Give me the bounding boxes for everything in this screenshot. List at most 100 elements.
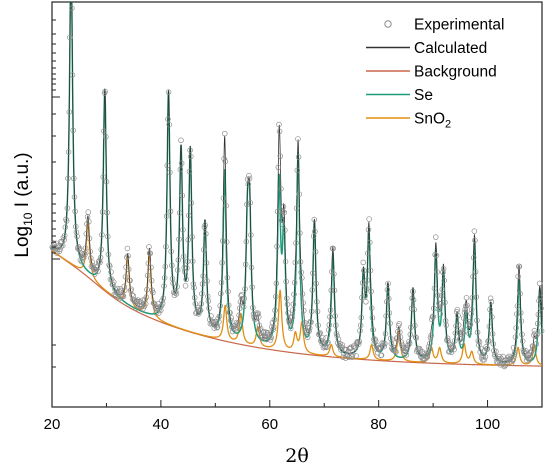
experimental-point bbox=[326, 322, 333, 328]
experimental-point bbox=[531, 327, 538, 334]
experimental-point bbox=[272, 293, 279, 300]
experimental-point bbox=[370, 327, 376, 333]
experimental-point bbox=[300, 300, 306, 306]
experimental-point bbox=[103, 178, 110, 185]
experimental-point bbox=[311, 216, 318, 223]
experimental-point bbox=[242, 286, 248, 292]
experimental-point bbox=[147, 250, 154, 257]
experimental-point bbox=[70, 127, 76, 134]
sno2-curve bbox=[51, 221, 543, 366]
experimental-point bbox=[534, 320, 541, 327]
experimental-point bbox=[247, 200, 253, 206]
experimental-point bbox=[174, 283, 180, 290]
experimental-point bbox=[177, 166, 184, 173]
experimental-point bbox=[89, 259, 95, 265]
experimental-point bbox=[454, 306, 461, 313]
experimental-point bbox=[205, 298, 212, 304]
experimental-point bbox=[516, 263, 523, 270]
experimental-point bbox=[240, 304, 247, 310]
x-tick-label: 40 bbox=[153, 416, 170, 433]
experimental-point bbox=[423, 353, 430, 359]
experimental-point bbox=[217, 303, 223, 309]
experimental-point bbox=[493, 348, 499, 355]
experimental-point bbox=[419, 349, 425, 355]
experimental-point bbox=[325, 339, 331, 346]
experimental-point bbox=[277, 153, 284, 159]
experimental-point bbox=[200, 273, 206, 279]
experimental-point bbox=[368, 288, 374, 295]
experimental-point bbox=[162, 263, 169, 270]
experimental-point bbox=[181, 264, 188, 271]
experimental-point bbox=[393, 335, 400, 342]
experimental-point bbox=[267, 337, 274, 343]
experimental-point bbox=[383, 313, 389, 319]
experimental-point bbox=[331, 271, 337, 277]
experimental-point bbox=[513, 325, 519, 331]
experimental-point bbox=[367, 239, 373, 246]
experimental-point bbox=[276, 128, 283, 135]
experimental-point bbox=[169, 262, 175, 269]
experimental-point bbox=[469, 295, 476, 301]
x-tick-label: 60 bbox=[261, 416, 278, 433]
experimental-point bbox=[497, 353, 503, 360]
experimental-point bbox=[222, 158, 229, 165]
experimental-points-group bbox=[49, 5, 545, 370]
experimental-point bbox=[65, 175, 71, 182]
chart-series-group bbox=[51, 2, 543, 367]
experimental-point bbox=[212, 318, 219, 325]
experimental-point bbox=[481, 357, 487, 363]
experimental-point bbox=[185, 237, 191, 243]
experimental-point bbox=[173, 291, 180, 297]
experimental-point bbox=[228, 315, 235, 321]
experimental-point bbox=[430, 313, 436, 320]
experimental-point bbox=[174, 267, 181, 273]
experimental-point bbox=[472, 269, 479, 275]
experimental-point bbox=[358, 314, 365, 321]
experimental-point bbox=[65, 149, 72, 155]
experimental-point bbox=[120, 293, 127, 300]
experimental-point bbox=[235, 320, 242, 326]
experimental-point bbox=[451, 338, 458, 344]
experimental-point bbox=[468, 310, 474, 317]
experimental-point bbox=[279, 221, 286, 227]
experimental-point bbox=[476, 339, 483, 345]
experimental-point bbox=[385, 280, 391, 287]
experimental-point bbox=[353, 353, 359, 359]
experimental-point bbox=[242, 261, 249, 268]
experimental-point bbox=[150, 289, 156, 296]
experimental-point bbox=[301, 307, 307, 314]
experimental-point bbox=[201, 224, 208, 231]
experimental-point bbox=[153, 310, 159, 316]
y-axis-title-subscript: 10 bbox=[21, 212, 35, 226]
experimental-point bbox=[288, 314, 295, 320]
experimental-point bbox=[54, 246, 61, 253]
legend: Experimental Calculated Background Se SnO2 bbox=[366, 17, 504, 131]
experimental-point bbox=[361, 267, 367, 274]
experimental-point bbox=[309, 287, 316, 293]
experimental-point bbox=[142, 296, 148, 303]
experimental-point bbox=[237, 305, 243, 311]
experimental-point bbox=[281, 209, 287, 216]
experimental-point bbox=[307, 318, 314, 325]
experimental-point bbox=[515, 273, 521, 280]
experimental-point bbox=[521, 350, 528, 357]
experimental-point bbox=[438, 292, 445, 299]
experimental-point bbox=[299, 291, 306, 297]
experimental-point bbox=[214, 324, 221, 330]
experimental-point bbox=[533, 341, 540, 347]
experimental-point bbox=[82, 251, 88, 258]
experimental-point bbox=[182, 283, 189, 289]
experimental-point bbox=[189, 258, 196, 264]
experimental-point bbox=[206, 305, 212, 312]
experimental-point bbox=[443, 322, 449, 328]
experimental-point bbox=[382, 330, 389, 337]
experimental-point bbox=[456, 329, 463, 336]
experimental-point bbox=[391, 340, 398, 346]
experimental-point bbox=[327, 314, 333, 320]
experimental-point bbox=[421, 350, 428, 357]
legend-label-background: Background bbox=[414, 64, 497, 81]
experimental-point bbox=[283, 278, 289, 285]
experimental-point bbox=[304, 334, 311, 341]
experimental-point bbox=[357, 322, 364, 329]
experimental-point bbox=[335, 336, 342, 342]
